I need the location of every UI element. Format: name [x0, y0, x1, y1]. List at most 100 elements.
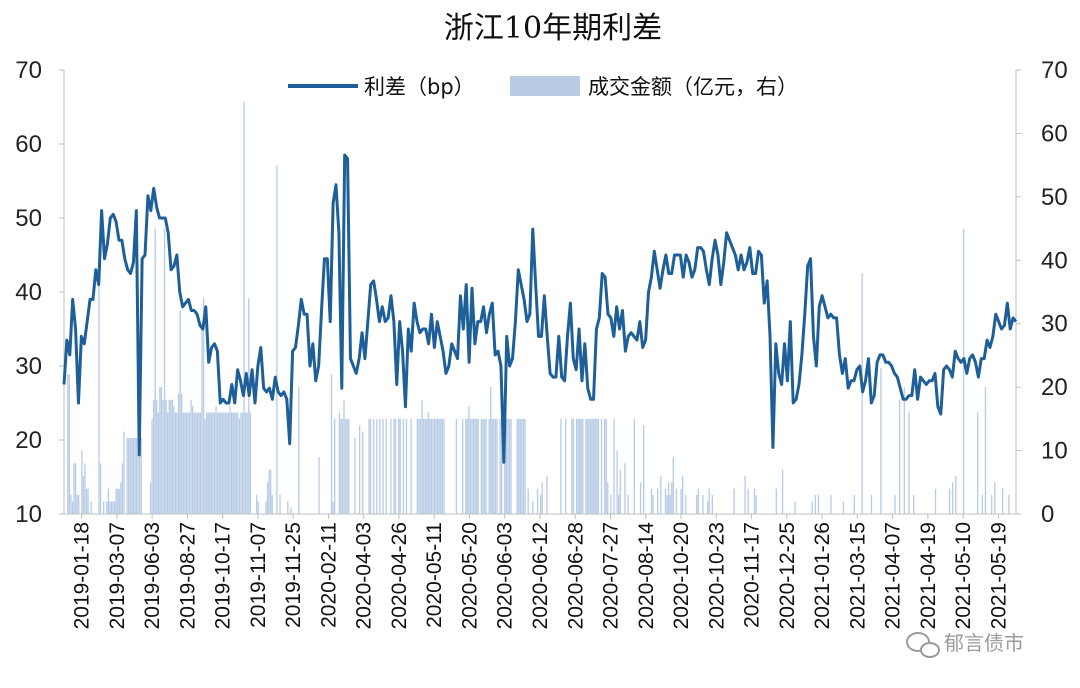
volume-bar	[624, 463, 626, 514]
x-tick-label: 2019-10-17	[212, 522, 235, 629]
volume-bar	[227, 412, 230, 514]
volume-bar	[577, 418, 579, 514]
volume-bar	[652, 494, 654, 514]
y-right-tick-label: 0	[1041, 501, 1054, 528]
volume-bar	[298, 387, 300, 514]
volume-bar	[210, 412, 213, 514]
volume-bar	[265, 501, 267, 514]
volume-bar	[340, 418, 342, 514]
x-tick-label: 2020-11-17	[741, 522, 764, 628]
volume-bar	[633, 418, 635, 514]
volume-bar	[330, 374, 333, 514]
volume-bar	[466, 418, 468, 514]
volume-bar	[195, 412, 197, 514]
volume-bar	[113, 501, 116, 514]
volume-bar	[853, 494, 856, 514]
volume-bar	[160, 387, 163, 514]
volume-bar	[708, 488, 710, 514]
volume-bar	[270, 469, 272, 514]
volume-bar	[182, 412, 184, 514]
volume-bar	[188, 412, 191, 514]
volume-bar	[880, 368, 882, 514]
volume-bar	[159, 387, 161, 514]
volume-bar	[338, 412, 341, 514]
volume-bar	[697, 488, 699, 514]
volume-bar	[588, 418, 590, 514]
y-tick-labels: 10 20 30 40 50 60 70 0 10 20 30 40 50 60 70	[15, 57, 1067, 528]
volume-bar	[379, 418, 381, 514]
volume-bar	[991, 494, 993, 514]
y-right-tick-label: 30	[1041, 311, 1068, 338]
volume-bar	[480, 418, 483, 514]
volume-bar	[131, 437, 133, 514]
x-tick-label: 2021-03-15	[846, 522, 869, 629]
volume-bar	[81, 450, 83, 514]
volume-bar	[870, 494, 873, 514]
volume-bar	[817, 494, 820, 514]
volume-bar	[435, 418, 437, 514]
volume-bar	[586, 418, 589, 514]
volume-bar	[121, 463, 124, 514]
volume-bar	[358, 425, 361, 514]
volume-bar	[74, 463, 77, 514]
x-tick-label: 2019-06-03	[141, 522, 164, 629]
volume-bar	[908, 412, 910, 514]
volume-bar	[438, 418, 440, 514]
y-left-tick-label: 30	[15, 353, 42, 380]
volume-bar	[664, 488, 667, 514]
volume-bar	[193, 412, 195, 514]
volume-bar	[469, 418, 472, 514]
volume-bar	[685, 494, 687, 514]
volume-bar	[98, 247, 100, 514]
volume-bar	[287, 501, 289, 514]
volume-bar	[913, 494, 915, 514]
volume-bar	[238, 418, 241, 514]
volume-bar	[221, 412, 223, 514]
volume-bar	[245, 412, 247, 514]
volume-bar	[994, 482, 996, 514]
volume-bar	[151, 418, 153, 514]
volume-bar	[465, 418, 467, 514]
volume-bar	[753, 488, 756, 514]
x-tick-label: 2020-10-20	[670, 522, 693, 629]
volume-bar	[575, 418, 578, 514]
volume-bar	[422, 418, 425, 514]
volume-bar	[103, 501, 105, 514]
volume-bar	[212, 412, 214, 514]
volume-bar	[84, 463, 86, 514]
volume-bar	[341, 418, 344, 514]
volume-bar	[344, 418, 347, 514]
volume-bar	[607, 482, 609, 514]
volume-bar	[643, 425, 645, 514]
volume-bar	[215, 406, 217, 514]
volume-bar	[510, 418, 512, 514]
volume-bar	[385, 418, 387, 514]
volume-bar	[393, 418, 395, 514]
x-tick-label: 2020-07-27	[600, 522, 623, 629]
volume-bar	[471, 418, 473, 514]
volume-bar	[546, 475, 548, 514]
volume-bar	[237, 412, 239, 514]
volume-bar	[204, 418, 206, 514]
volume-bar	[579, 418, 581, 514]
volume-bar	[177, 393, 180, 514]
volume-bar	[229, 406, 231, 514]
volume-bar	[472, 418, 475, 514]
volume-bar	[140, 437, 142, 514]
volume-bar	[419, 418, 422, 514]
volume-bar	[441, 418, 444, 514]
volume-bar	[667, 482, 670, 514]
volume-bar	[109, 501, 111, 514]
volume-bar	[156, 399, 158, 514]
volume-bar	[976, 412, 979, 514]
volume-bar	[540, 494, 542, 514]
volume-bar	[162, 399, 164, 514]
x-tick-label: 2020-06-03	[494, 522, 517, 629]
volume-bar	[474, 418, 476, 514]
volume-bar	[68, 374, 71, 514]
legend-bar-swatch	[510, 76, 580, 96]
volume-bar	[120, 482, 122, 514]
volume-bar	[461, 418, 464, 514]
volume-bar	[627, 494, 629, 514]
volume-bar	[504, 418, 506, 514]
